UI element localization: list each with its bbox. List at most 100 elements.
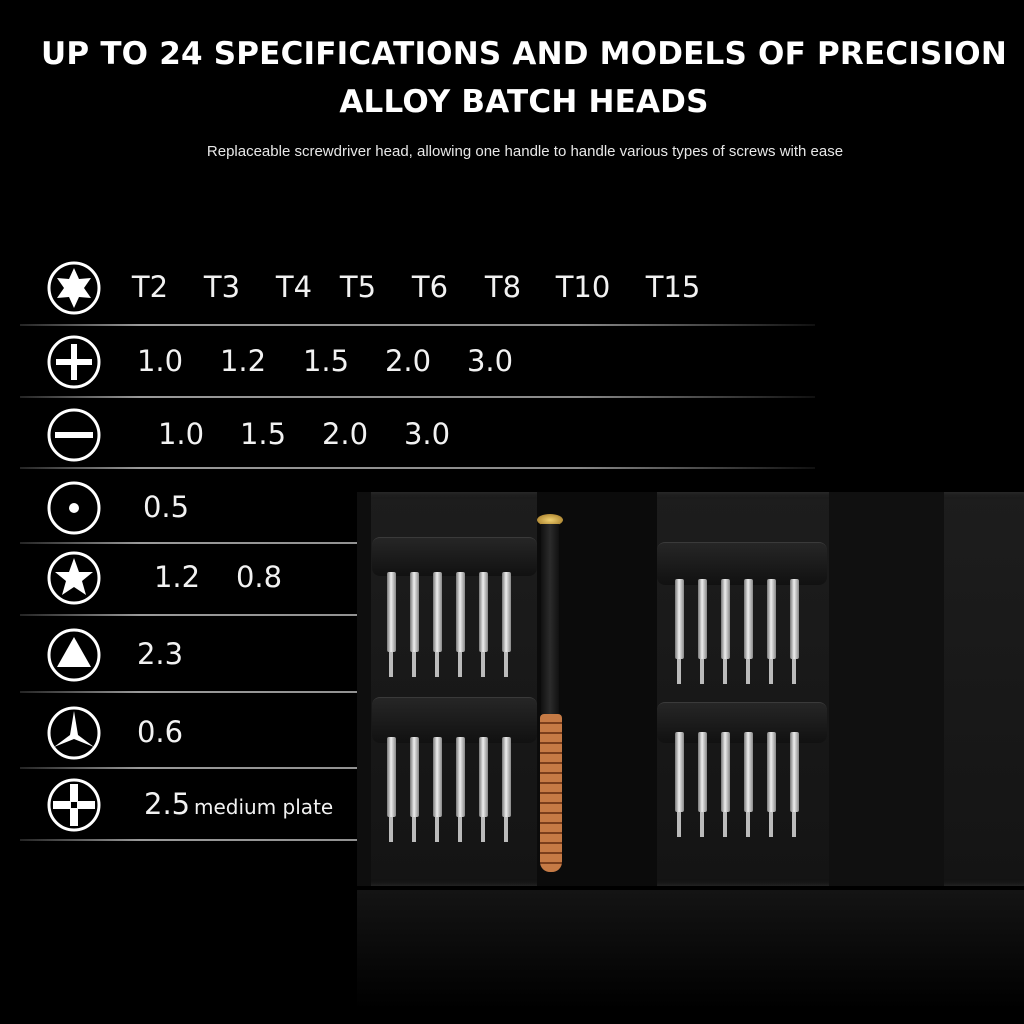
screwdriver-bit: [502, 572, 511, 652]
spec-value: 0.6: [136, 715, 184, 749]
spec-value: 2.0: [321, 417, 369, 451]
cross-plate-icon: [47, 778, 101, 832]
headline-line-2: ALLOY BATCH HEADS: [339, 84, 709, 120]
bit-tip: [504, 652, 508, 677]
bit-tip: [723, 659, 727, 684]
case-fold: [829, 492, 944, 886]
torx-icon: [47, 261, 101, 315]
spec-row: 1.0 1.5 2.0 3.0: [0, 399, 820, 471]
row-divider: [20, 467, 815, 469]
bit-tip: [481, 652, 485, 677]
spec-value: 0.5: [142, 490, 190, 524]
pocket-top-right: [657, 542, 827, 585]
pocket-bottom-left: [372, 697, 537, 743]
tri-wing-icon: [47, 706, 101, 760]
spec-value: 3.0: [466, 344, 514, 378]
bit-tip: [677, 812, 681, 837]
spec-row: 0.6: [0, 697, 820, 769]
slotted-icon: [47, 408, 101, 462]
bit-tip: [746, 659, 750, 684]
pocket-top-left: [372, 537, 537, 576]
spec-value: T4: [275, 270, 313, 304]
round-dot-icon: [47, 481, 101, 535]
spec-row: 1.2 0.8: [0, 542, 820, 614]
screwdriver-bit: [433, 737, 442, 817]
bit-tip: [700, 659, 704, 684]
screwdriver-bit: [502, 737, 511, 817]
bit-tip: [458, 817, 462, 842]
pentalobe-star-icon: [47, 551, 101, 605]
bit-tip: [412, 652, 416, 677]
screwdriver-bit: [433, 572, 442, 652]
spec-value: 1.5: [239, 417, 287, 451]
subtitle: Replaceable screwdriver head, allowing o…: [206, 143, 844, 160]
case-reflection: [357, 890, 1024, 1010]
screwdriver-bit: [410, 737, 419, 817]
screwdriver-bit: [721, 579, 730, 659]
spec-value: 1.0: [157, 417, 205, 451]
row-divider: [20, 396, 815, 398]
bit-tip: [792, 659, 796, 684]
screwdriver-bit: [790, 579, 799, 659]
bit-tip: [389, 817, 393, 842]
spec-value: T3: [203, 270, 241, 304]
screwdriver-shaft: [541, 524, 559, 714]
screwdriver-bit: [790, 732, 799, 812]
screwdriver-bit: [456, 572, 465, 652]
screwdriver-bit: [675, 732, 684, 812]
spec-value: T8: [484, 270, 522, 304]
spec-value: T5: [339, 270, 377, 304]
spec-row: 0.5: [0, 472, 820, 544]
spec-value: T15: [645, 270, 701, 304]
spec-value: 3.0: [403, 417, 451, 451]
bit-tip: [412, 817, 416, 842]
screwdriver-bit: [744, 579, 753, 659]
spec-value: T2: [131, 270, 169, 304]
spec-value: T6: [411, 270, 449, 304]
bit-tip: [389, 652, 393, 677]
bit-tip: [504, 817, 508, 842]
phillips-icon: [47, 335, 101, 389]
bit-tip: [769, 659, 773, 684]
spec-row: 2.5 medium plate: [0, 769, 820, 841]
row-divider: [20, 324, 815, 326]
screwdriver-bit: [698, 579, 707, 659]
screwdriver-bit: [721, 732, 730, 812]
bit-tip: [723, 812, 727, 837]
screwdriver-cap-icon: [537, 514, 563, 526]
case-edge: [357, 492, 371, 886]
spec-row: 2.3: [0, 619, 820, 691]
spec-value: 1.5: [302, 344, 350, 378]
spec-value: 2.3: [136, 637, 184, 671]
spec-value: 1.2: [219, 344, 267, 378]
bit-tip: [746, 812, 750, 837]
bit-tip: [700, 812, 704, 837]
bit-tip: [481, 817, 485, 842]
bit-tip: [677, 659, 681, 684]
screwdriver-handle: [540, 714, 562, 872]
spec-row: T2 T3 T4 T5 T6 T8 T10 T15: [0, 252, 820, 324]
spec-value: 2.0: [384, 344, 432, 378]
screwdriver-bit: [479, 737, 488, 817]
bit-tip: [458, 652, 462, 677]
spec-value: 1.0: [136, 344, 184, 378]
spec-value: 0.8: [235, 560, 283, 594]
screwdriver-bit: [456, 737, 465, 817]
spec-note: medium plate: [194, 795, 334, 819]
screwdriver-bit: [698, 732, 707, 812]
screwdriver-bit: [479, 572, 488, 652]
screwdriver-bit: [767, 732, 776, 812]
screwdriver-bit: [387, 737, 396, 817]
triangle-icon: [47, 628, 101, 682]
screwdriver-bit: [410, 572, 419, 652]
spec-value: T10: [555, 270, 611, 304]
headline-line-1: UP TO 24 SPECIFICATIONS AND MODELS OF PR…: [41, 36, 1007, 72]
spec-row: 1.0 1.2 1.5 2.0 3.0: [0, 326, 820, 398]
bit-tip: [792, 812, 796, 837]
bit-tip: [435, 652, 439, 677]
screwdriver-bit: [744, 732, 753, 812]
screwdriver-kit-case: [357, 492, 1024, 886]
screwdriver-bit: [675, 579, 684, 659]
screwdriver-bit: [387, 572, 396, 652]
bit-tip: [769, 812, 773, 837]
